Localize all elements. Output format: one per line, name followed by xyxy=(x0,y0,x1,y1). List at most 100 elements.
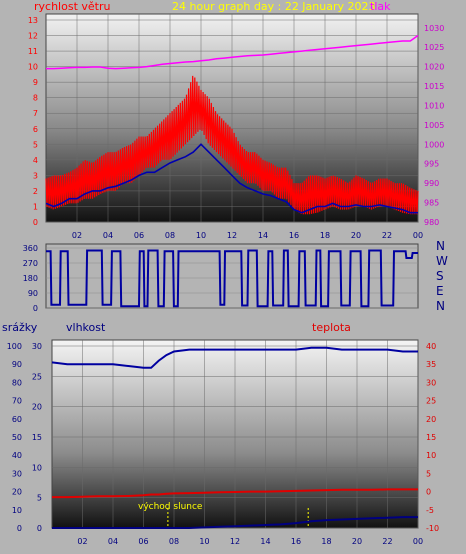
tick-label: 1015 xyxy=(424,82,444,91)
tick-label: 06 xyxy=(134,231,144,240)
tick-label: 8 xyxy=(33,94,38,103)
tick-label: 12 xyxy=(230,537,240,546)
tick-label: 20 xyxy=(12,488,22,497)
bottom-x-ticks: 02 04 06 08 10 12 14 16 18 20 22 00 xyxy=(77,537,423,546)
tick-label: 80 xyxy=(12,378,22,387)
tick-label: 995 xyxy=(424,160,439,169)
tick-label: 90 xyxy=(28,289,38,298)
tick-label: 985 xyxy=(424,199,439,208)
tick-label: 90 xyxy=(12,360,22,369)
compass-label: N xyxy=(436,239,445,253)
tick-label: 30 xyxy=(426,378,436,387)
tick-label: 18 xyxy=(320,231,330,240)
top-right-ticks: 980 985 990 995 1000 1005 1010 1015 1020 1025 1030 xyxy=(424,24,444,227)
tick-label: 20 xyxy=(32,403,42,412)
tick-label: 12 xyxy=(28,32,38,41)
humidity-label: vlhkost xyxy=(66,321,106,334)
tick-label: 0 xyxy=(33,304,38,313)
tick-label: 20 xyxy=(351,231,361,240)
series-line-teplota xyxy=(52,488,418,499)
mid-series xyxy=(46,249,418,308)
chart-title: 24 hour graph day : 22 January 2023 xyxy=(172,0,376,13)
tick-label: 20 xyxy=(352,537,362,546)
bottom-right-ticks: -10 -5 0 5 10 15 20 25 30 35 40 xyxy=(426,342,439,533)
tick-label: -10 xyxy=(426,524,439,533)
tick-label: 70 xyxy=(12,397,22,406)
tick-label: 9 xyxy=(33,78,38,87)
tick-label: 1020 xyxy=(424,63,444,72)
tick-label: 990 xyxy=(424,179,439,188)
tick-label: 06 xyxy=(138,537,148,546)
tick-label: 11 xyxy=(28,47,38,56)
tick-label: 10 xyxy=(196,231,206,240)
tick-label: 2 xyxy=(33,187,38,196)
mid-panel-bg xyxy=(45,243,419,309)
tick-label: 14 xyxy=(258,231,268,240)
tick-label: 360 xyxy=(23,244,38,253)
series-line-avg xyxy=(45,143,418,214)
series-line-tlak xyxy=(46,34,419,70)
pressure-label: tlak xyxy=(370,0,391,13)
mid-left-ticks: 0 90 180 270 360 xyxy=(23,244,38,313)
tick-label: 20 xyxy=(426,415,436,424)
wind-speed-label: rychlost větru xyxy=(34,0,110,13)
bottom-left-ticks: 0 10 20 30 40 50 60 70 80 90 100 xyxy=(7,342,22,533)
top-x-ticks: 02 04 06 08 10 12 14 16 18 20 22 00 xyxy=(72,231,423,240)
tick-label: 30 xyxy=(32,342,42,351)
tick-label: 08 xyxy=(169,537,179,546)
compass-label: N xyxy=(436,299,445,313)
tick-label: 180 xyxy=(23,274,38,283)
series-line-direction xyxy=(46,249,418,308)
tick-label: 04 xyxy=(108,537,118,546)
tick-label: 4 xyxy=(33,156,38,165)
tick-label: 10 xyxy=(199,537,209,546)
tick-label: 14 xyxy=(260,537,270,546)
series-line-gust xyxy=(45,75,419,215)
tick-label: 13 xyxy=(28,16,38,25)
compass-label: S xyxy=(436,269,444,283)
tick-label: 1025 xyxy=(424,43,444,52)
tick-label: 6 xyxy=(33,125,38,134)
tick-label: 10 xyxy=(28,63,38,72)
tick-label: 980 xyxy=(424,218,439,227)
tick-label: 25 xyxy=(32,372,42,381)
tick-label: 1010 xyxy=(424,101,444,110)
tick-label: 22 xyxy=(382,231,392,240)
tick-label: 1005 xyxy=(424,121,444,130)
tick-label: 22 xyxy=(382,537,392,546)
tick-label: 12 xyxy=(227,231,237,240)
tick-label: 08 xyxy=(165,231,175,240)
tick-label: 7 xyxy=(33,109,38,118)
tick-label: 1030 xyxy=(424,24,444,33)
tick-label: 5 xyxy=(426,469,431,478)
tick-label: 15 xyxy=(426,433,436,442)
tick-label: 00 xyxy=(413,537,423,546)
tick-label: 1 xyxy=(33,202,38,211)
compass-label: E xyxy=(436,284,444,298)
tick-label: -5 xyxy=(426,506,434,515)
tick-label: 02 xyxy=(77,537,87,546)
mid-grid xyxy=(46,247,418,309)
tick-label: 10 xyxy=(12,506,22,515)
sunrise-label: východ slunce xyxy=(138,502,203,512)
tick-label: 18 xyxy=(321,537,331,546)
tick-label: 16 xyxy=(289,231,299,240)
tick-label: 3 xyxy=(33,171,38,180)
series-line-vlhkost xyxy=(51,346,418,369)
tick-label: 15 xyxy=(32,433,42,442)
temperature-label: teplota xyxy=(312,321,351,334)
compass-label: W xyxy=(436,254,448,268)
tick-label: 40 xyxy=(12,451,22,460)
tick-label: 270 xyxy=(23,259,38,268)
tick-label: 40 xyxy=(426,342,436,351)
tick-label: 0 xyxy=(17,524,22,533)
tick-label: 04 xyxy=(103,231,113,240)
tick-label: 100 xyxy=(7,342,22,351)
tick-label: 1000 xyxy=(424,140,444,149)
tick-label: 50 xyxy=(12,433,22,442)
tick-label: 0 xyxy=(426,488,431,497)
tick-label: 10 xyxy=(32,463,42,472)
tick-label: 10 xyxy=(426,451,436,460)
tick-label: 0 xyxy=(33,218,38,227)
